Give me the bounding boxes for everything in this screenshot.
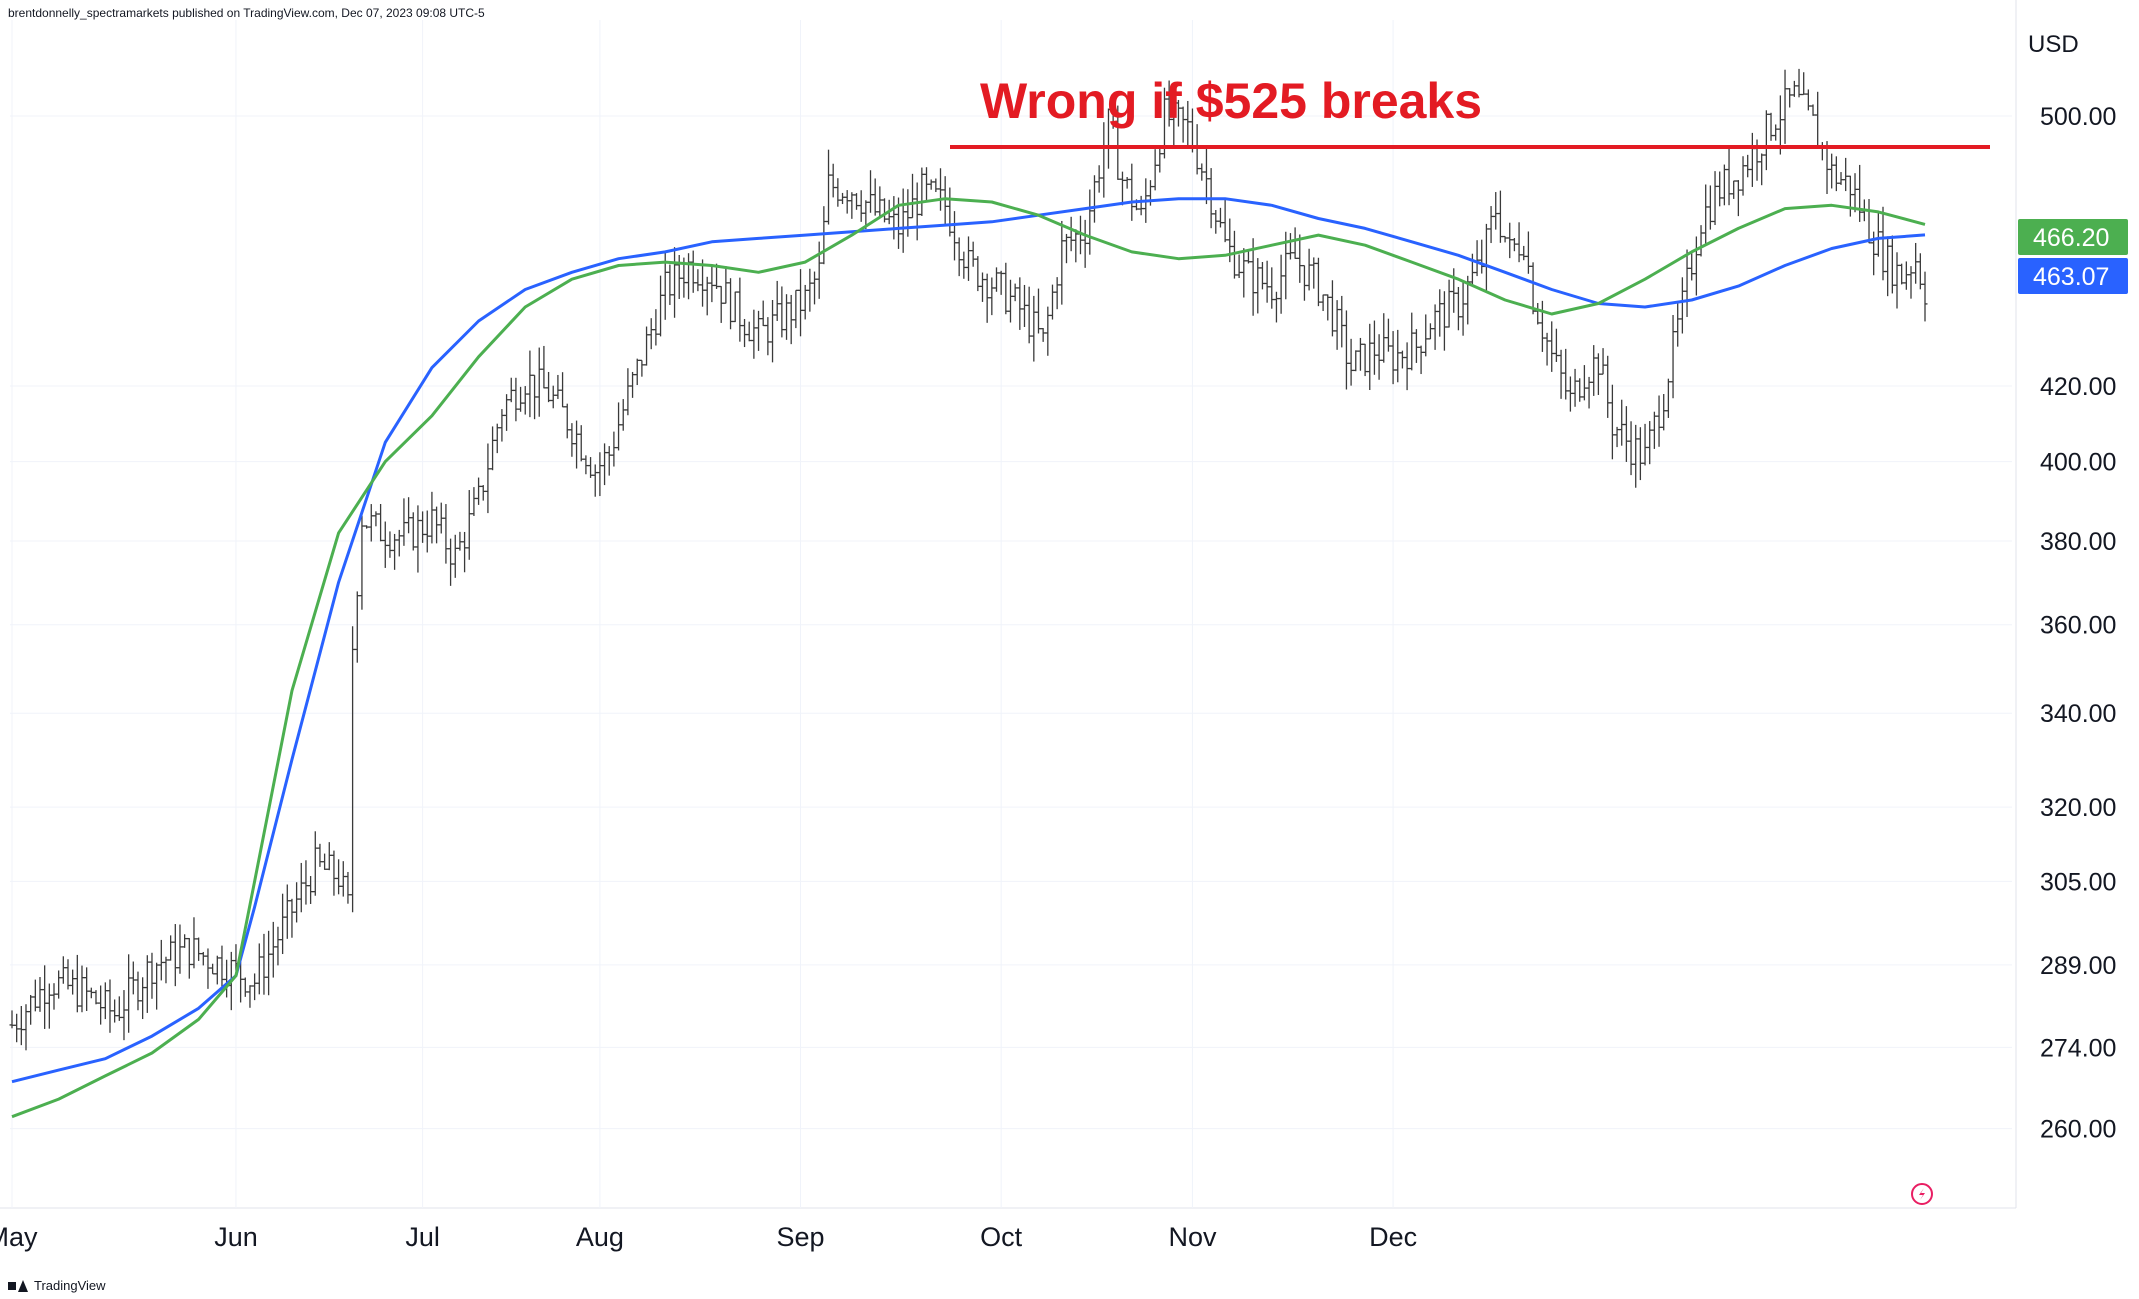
footer-brand: TradingView [34, 1278, 106, 1293]
currency-label: USD [2028, 31, 2079, 58]
x-tick-label: Aug [576, 1222, 624, 1252]
x-tick-label: Nov [1168, 1222, 1217, 1252]
last-value-label: 463.07 [2033, 263, 2109, 291]
ma-line-green [11, 197, 1926, 1119]
price-bars [9, 68, 1928, 1051]
y-tick-label: 360.00 [2040, 612, 2116, 640]
y-tick-label: 320.00 [2040, 794, 2116, 822]
y-tick-label: 305.00 [2040, 868, 2116, 896]
lightning-icon[interactable] [1911, 1183, 1933, 1205]
x-tick-label: Oct [980, 1222, 1023, 1252]
annotation-text: Wrong if $525 breaks [980, 73, 1482, 129]
last-value-badge [2018, 219, 2128, 255]
x-tick-label: Jun [214, 1222, 258, 1252]
x-tick-label: Sep [777, 1222, 825, 1252]
y-axis: 500.00 420.00 400.00 380.00 360.00 340.00 320.… [2040, 103, 2116, 1144]
x-tick-label: Jul [405, 1222, 440, 1252]
y-tick-label: 400.00 [2040, 449, 2116, 477]
moving-averages [11, 197, 1926, 1119]
x-tick-label: May [0, 1222, 38, 1252]
x-axis: May Jun Jul Aug Sep Oct Nov Dec [0, 1222, 1417, 1252]
ma-line-blue [11, 197, 1926, 1084]
last-value-badges: 466.20 463.07 [2018, 219, 2128, 294]
last-value-label: 466.20 [2033, 224, 2109, 252]
tradingview-footer: TradingView [8, 1278, 106, 1293]
y-tick-label: 274.00 [2040, 1034, 2116, 1062]
last-value-badge [2018, 258, 2128, 294]
x-tick-label: Dec [1369, 1222, 1417, 1252]
y-tick-label: 289.00 [2040, 952, 2116, 980]
publisher-text: brentdonnelly_spectramarkets published o… [8, 6, 485, 20]
y-tick-label: 500.00 [2040, 103, 2116, 131]
y-tick-label: 260.00 [2040, 1116, 2116, 1144]
y-tick-label: 340.00 [2040, 700, 2116, 728]
grid [0, 0, 2017, 1209]
y-tick-label: 420.00 [2040, 373, 2116, 401]
tradingview-logo-icon [8, 1279, 28, 1292]
y-tick-label: 380.00 [2040, 528, 2116, 556]
